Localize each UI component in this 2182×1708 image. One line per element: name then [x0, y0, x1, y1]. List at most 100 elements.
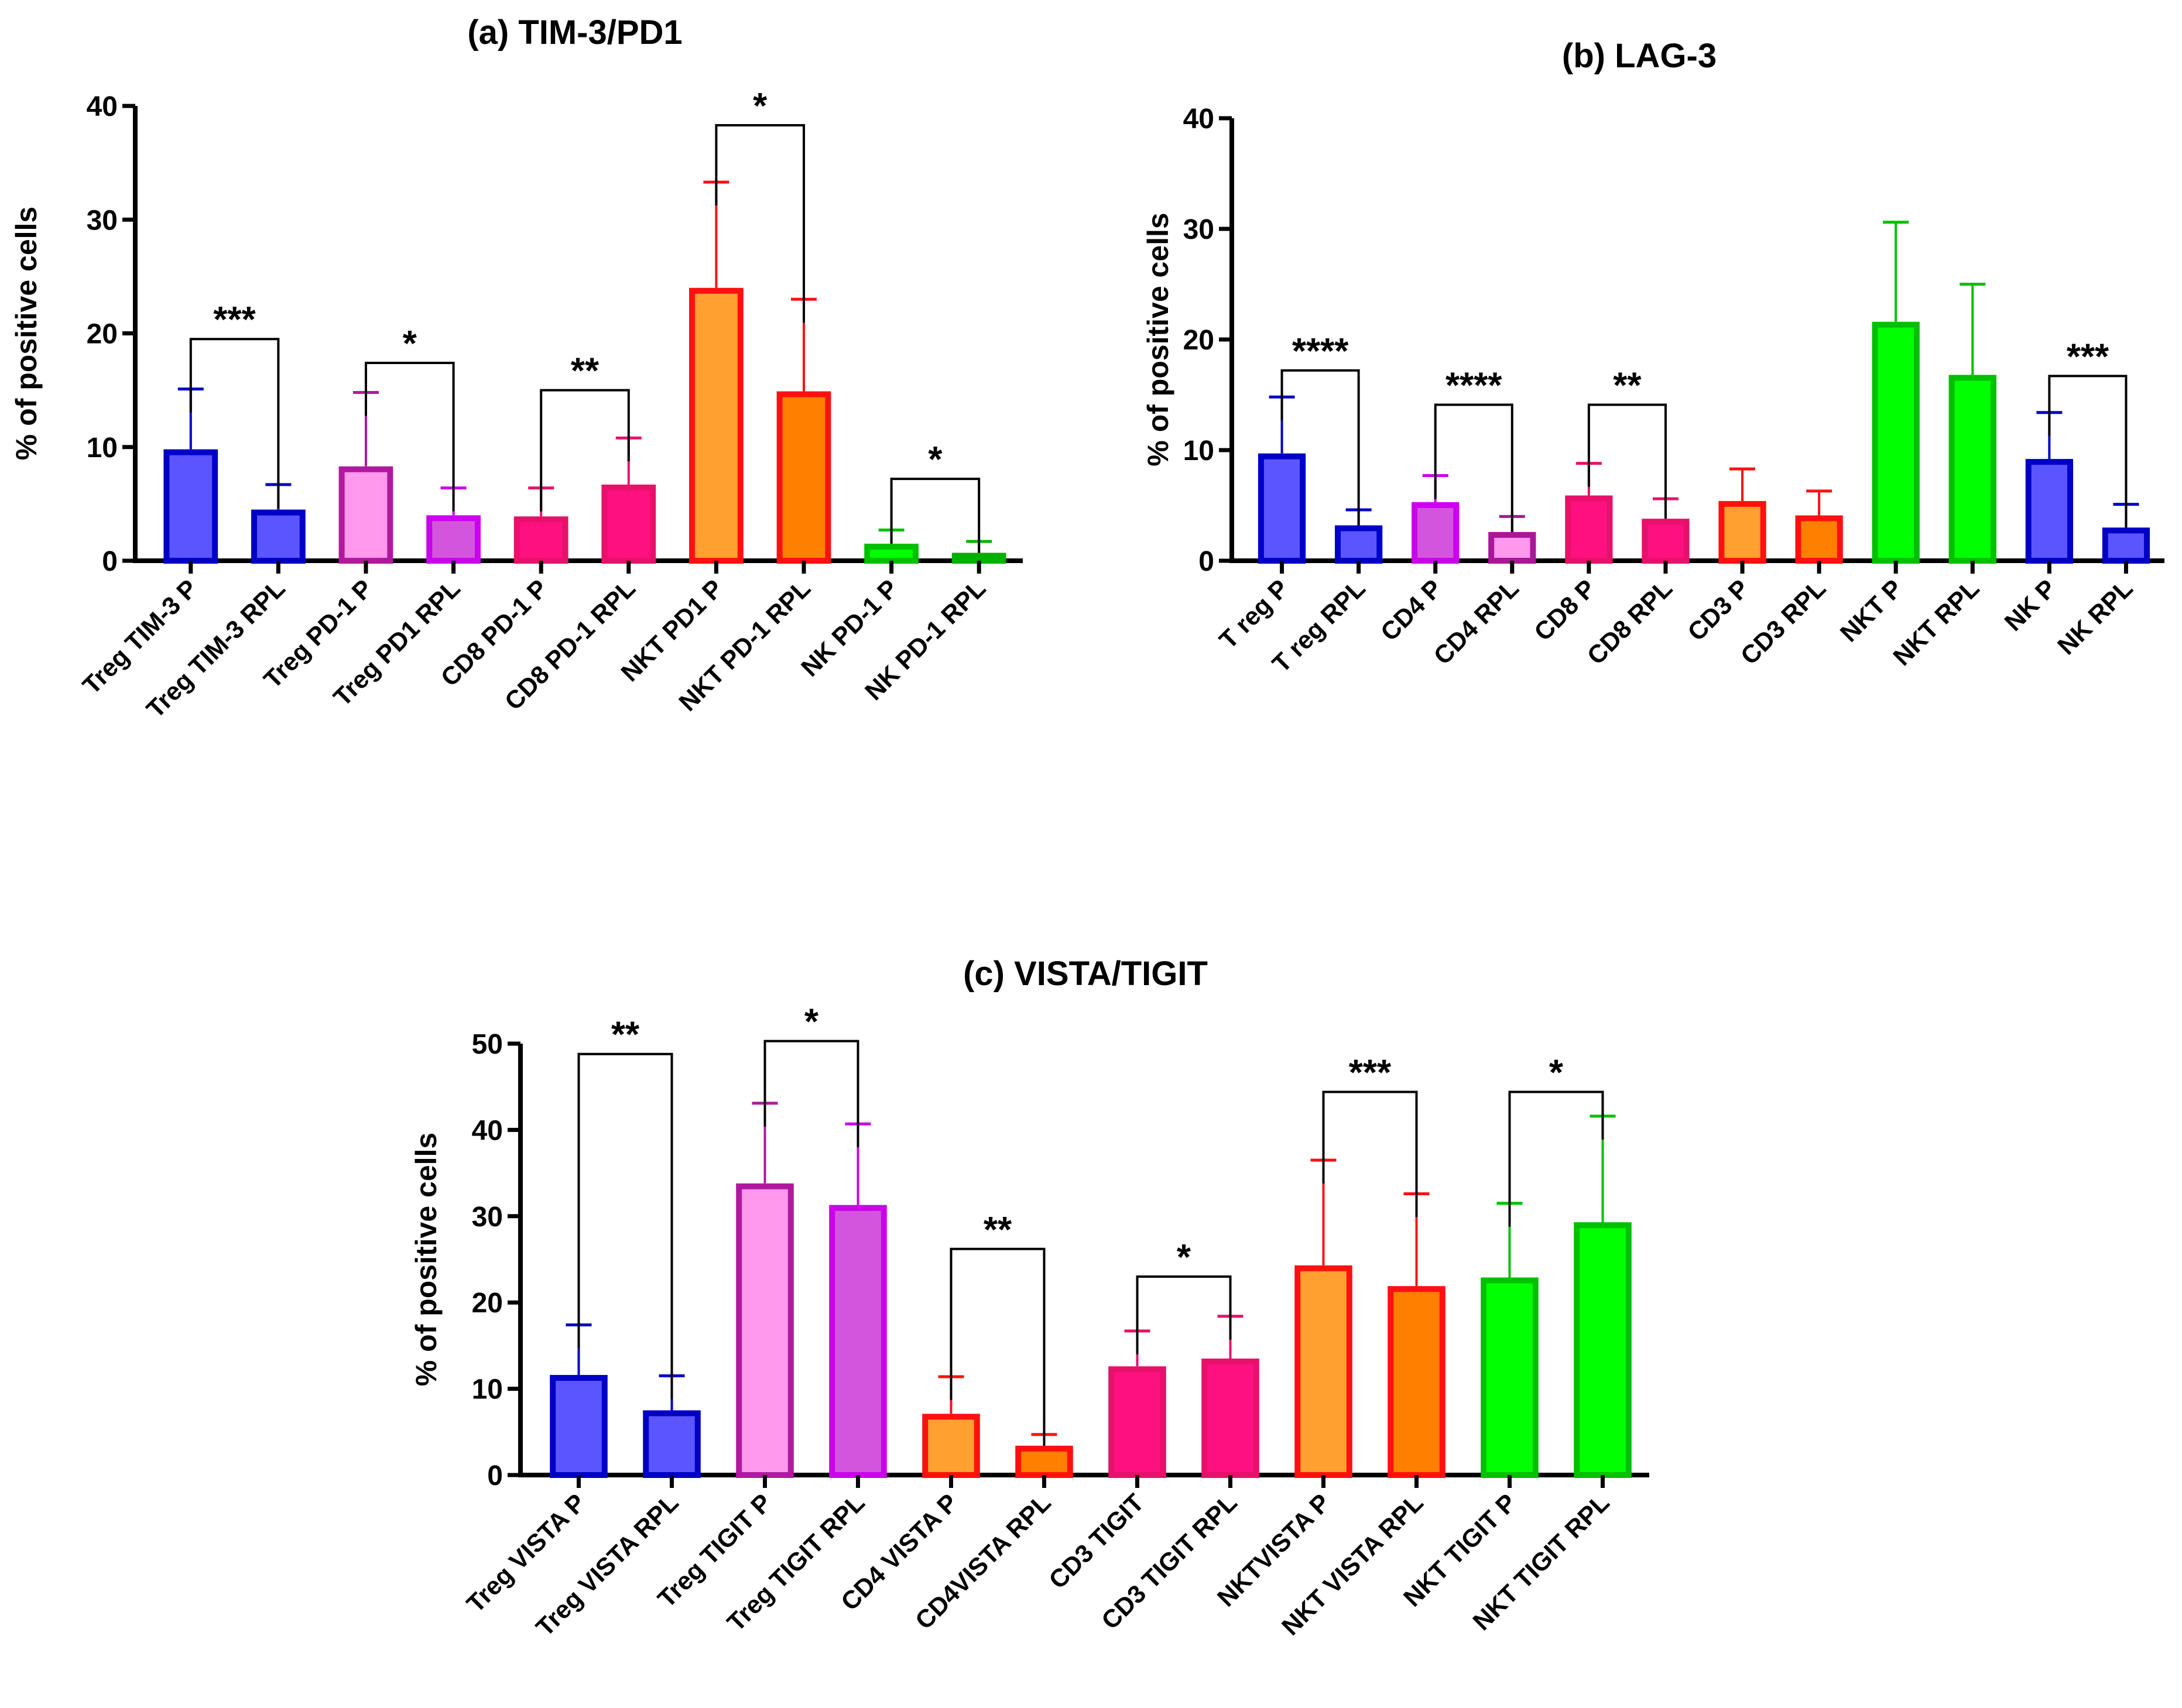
chart-panel-a: (a) TIM-3/PD1 % of positive cells 0 10 20 30 4…	[10, 13, 1023, 723]
bar	[163, 449, 218, 564]
x-tick-label: NKT P	[1835, 574, 1908, 647]
significance-label: **	[984, 1210, 1012, 1250]
y-axis-label: % of positive cells	[10, 207, 43, 460]
x-tick-label: CD3 P	[1683, 574, 1755, 647]
bar	[1872, 321, 1920, 564]
bar	[829, 1205, 887, 1478]
bar	[338, 466, 393, 564]
significance-bracket	[1434, 403, 1513, 532]
y-tick-label: 50	[472, 1029, 503, 1060]
significance-bracket	[1322, 1090, 1418, 1217]
significance-bracket	[715, 124, 805, 323]
bar	[513, 516, 568, 564]
bar	[550, 1375, 608, 1479]
bar	[2025, 459, 2074, 564]
chart-panel-c: (c) VISTA/TIGIT % of positive cells 0 10 20 3…	[410, 955, 1649, 1642]
significance-bracket	[1136, 1275, 1232, 1354]
significance-bracket	[577, 1052, 673, 1400]
significance-bracket	[763, 1040, 859, 1148]
significance-bracket	[1508, 1090, 1604, 1227]
significance-bracket	[950, 1247, 1046, 1446]
x-tick-label: CD4 RPL	[1429, 574, 1525, 670]
y-tick-label: 10	[472, 1374, 503, 1405]
bar	[643, 1410, 701, 1478]
significance-bracket	[890, 478, 981, 553]
bar	[251, 509, 306, 564]
y-axis-label: % of positive cells	[410, 1133, 443, 1386]
bar	[1718, 500, 1766, 564]
bar	[1388, 1286, 1445, 1479]
significance-bracket	[540, 389, 630, 512]
y-tick-label: 40	[1183, 104, 1214, 135]
bar	[1412, 502, 1460, 564]
significance-label: *	[1549, 1053, 1564, 1093]
bar	[736, 1183, 794, 1478]
significance-bracket	[2048, 375, 2128, 528]
significance-label: ***	[1349, 1053, 1392, 1093]
significance-bracket	[1280, 369, 1360, 526]
bar	[1294, 1265, 1352, 1479]
x-tick-label: CD8 P	[1529, 574, 1601, 647]
x-tick-label: NK RPL	[2052, 574, 2138, 660]
significance-label: *	[753, 86, 768, 126]
bar	[1258, 453, 1306, 564]
significance-label: ***	[2067, 337, 2109, 377]
significance-label: **	[571, 351, 600, 392]
y-tick-label: 20	[87, 319, 118, 350]
significance-label: *	[928, 440, 943, 480]
y-tick-label: 30	[472, 1202, 503, 1233]
bar	[922, 1414, 980, 1478]
bar	[1488, 531, 1536, 564]
chart-title: (c) VISTA/TIGIT	[963, 955, 1208, 993]
bar	[1334, 525, 1383, 564]
y-tick-label: 30	[1183, 214, 1214, 245]
bar	[1642, 519, 1690, 564]
significance-label: ***	[213, 300, 256, 340]
bar	[1948, 375, 1996, 564]
chart-title: (b) LAG-3	[1562, 37, 1717, 75]
significance-label: **	[611, 1015, 640, 1055]
bar	[1565, 495, 1613, 564]
y-tick-label: 0	[102, 546, 118, 577]
y-tick-label: 40	[472, 1115, 503, 1146]
bar	[776, 391, 831, 564]
y-axis-label: % of positive cells	[1142, 212, 1174, 466]
significance-label: *	[804, 1002, 819, 1042]
y-tick-label: 0	[487, 1460, 503, 1491]
bar	[2102, 527, 2150, 564]
bar	[426, 515, 481, 564]
y-tick-label: 20	[1183, 325, 1214, 356]
y-tick-label: 0	[1198, 546, 1214, 577]
bar	[689, 287, 744, 564]
y-tick-label: 30	[87, 205, 118, 236]
y-tick-label: 20	[472, 1288, 503, 1319]
bar	[1574, 1222, 1632, 1478]
x-tick-label: CD8 RPL	[1582, 574, 1678, 670]
significance-label: *	[403, 324, 417, 364]
significance-bracket	[365, 362, 455, 512]
bar	[1015, 1445, 1073, 1479]
y-tick-label: 10	[1183, 435, 1214, 467]
y-tick-label: 40	[87, 91, 118, 122]
significance-label: **	[1613, 366, 1642, 406]
significance-label: *	[1177, 1237, 1191, 1278]
bar	[864, 543, 919, 564]
bar	[1795, 515, 1843, 564]
significance-bracket	[1587, 403, 1667, 519]
bar	[1481, 1277, 1539, 1479]
x-tick-label: CD3 RPL	[1735, 574, 1831, 670]
y-tick-label: 10	[87, 433, 118, 464]
bar	[1201, 1359, 1259, 1479]
x-tick-label: NK P	[1999, 574, 2062, 637]
chart-title: (a) TIM-3/PD1	[467, 13, 682, 52]
bar	[1108, 1366, 1166, 1478]
bar	[951, 553, 1006, 564]
x-tick-label: CD4 P	[1375, 574, 1448, 647]
significance-bracket	[189, 338, 280, 508]
significance-label: ****	[1445, 366, 1502, 406]
significance-label: ****	[1292, 331, 1349, 372]
bar	[601, 484, 656, 564]
